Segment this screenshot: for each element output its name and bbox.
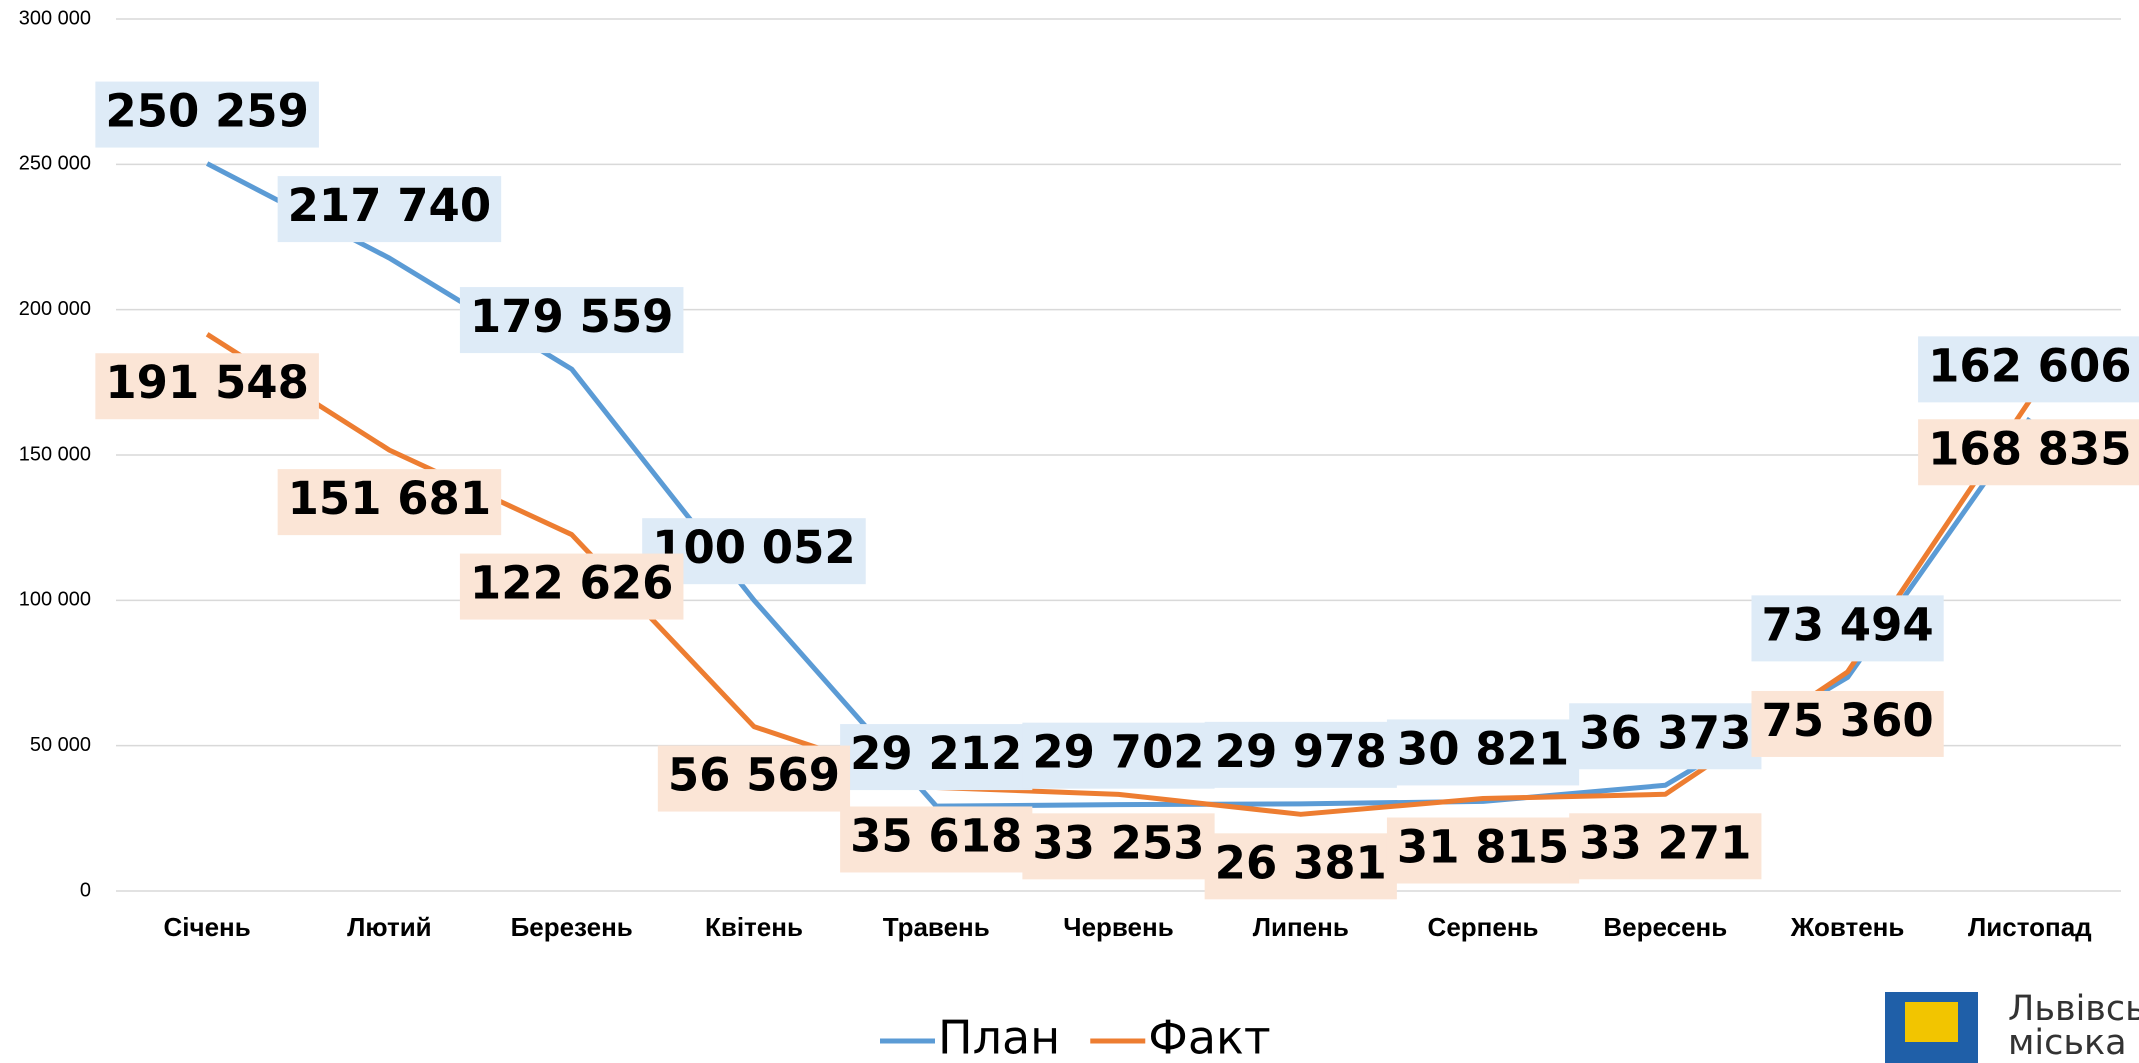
data-label-box xyxy=(1204,721,1397,788)
data-label-box xyxy=(840,806,1033,873)
data-label: 33 253 xyxy=(1032,816,1204,869)
y-tick-label: 0 xyxy=(80,879,91,901)
data-label-box xyxy=(840,724,1033,791)
data-label-box xyxy=(1918,419,2139,486)
x-tick-label: Квітень xyxy=(705,912,803,942)
data-label-box xyxy=(1386,719,1580,786)
x-tick-label: Жовтень xyxy=(1790,912,1905,942)
data-label: 33 271 xyxy=(1579,816,1751,869)
y-tick-label: 250 000 xyxy=(19,153,91,175)
data-label: 26 381 xyxy=(1215,836,1387,889)
data-label-box xyxy=(1022,722,1215,789)
data-label: 73 494 xyxy=(1761,598,1933,651)
data-label-group: 73 494 xyxy=(1751,595,1944,662)
data-label-group: 33 271 xyxy=(1569,813,1762,880)
legend-label: Факт xyxy=(1148,1011,1270,1063)
data-label: 35 618 xyxy=(850,809,1022,862)
data-label-group: 26 381 xyxy=(1204,833,1397,900)
data-label: 217 740 xyxy=(288,179,492,232)
x-tick-label: Січень xyxy=(164,912,251,942)
data-label-box xyxy=(277,469,502,536)
x-tick-label: Травень xyxy=(883,912,990,942)
data-label-group: 29 702 xyxy=(1022,722,1215,789)
logo-castle xyxy=(1905,1002,1958,1042)
data-label-box xyxy=(1386,817,1580,884)
data-label: 29 702 xyxy=(1032,726,1204,779)
data-label-box xyxy=(1751,595,1944,662)
data-label-box xyxy=(459,287,684,354)
logo-text: міська xyxy=(2008,1023,2127,1063)
legend: План Факт xyxy=(880,1011,1271,1063)
data-label-group: 122 626 xyxy=(459,553,684,620)
data-label: 30 821 xyxy=(1397,722,1569,775)
data-label-box xyxy=(1204,833,1397,900)
data-label: 162 606 xyxy=(1928,339,2132,392)
data-label-group: 29 212 xyxy=(840,724,1033,791)
data-label-box xyxy=(1022,813,1215,880)
logo-text: Львівська xyxy=(2008,989,2139,1029)
data-label-box xyxy=(1918,336,2139,403)
data-label-group: 56 569 xyxy=(657,745,851,812)
data-label: 179 559 xyxy=(470,290,674,343)
data-label-group: 162 606 xyxy=(1918,336,2139,403)
data-label-box xyxy=(277,176,502,243)
x-tick-label: Серпень xyxy=(1428,912,1539,942)
data-label: 29 212 xyxy=(850,727,1022,780)
data-label-box xyxy=(657,745,851,812)
x-tick-label: Лютий xyxy=(347,912,432,942)
data-label-group: 75 360 xyxy=(1751,690,1944,757)
data-label-group: 36 373 xyxy=(1569,703,1762,770)
data-label: 75 360 xyxy=(1761,694,1933,747)
y-tick-label: 300 000 xyxy=(19,7,91,29)
y-tick-label: 150 000 xyxy=(19,443,91,465)
data-label-group: 30 821 xyxy=(1386,719,1580,786)
data-label-group: 250 259 xyxy=(95,81,319,148)
data-label-group: 29 978 xyxy=(1204,721,1397,788)
x-tick-label: Липень xyxy=(1253,912,1349,942)
data-label-group: 191 548 xyxy=(95,353,319,420)
logo: Львівська міська xyxy=(1885,989,2139,1063)
data-label: 250 259 xyxy=(105,85,309,138)
y-tick-label: 100 000 xyxy=(19,589,91,611)
data-label-box xyxy=(1569,703,1762,770)
data-label: 191 548 xyxy=(105,356,309,409)
data-label-box xyxy=(459,553,684,620)
x-tick-label: Листопад xyxy=(1968,912,2092,942)
data-label-group: 179 559 xyxy=(459,287,684,354)
data-label-box xyxy=(1569,813,1762,880)
data-label: 122 626 xyxy=(470,557,674,610)
data-label: 151 681 xyxy=(288,472,492,525)
data-label: 56 569 xyxy=(668,749,840,802)
x-tick-label: Березень xyxy=(511,912,633,942)
data-label-group: 168 835 xyxy=(1918,419,2139,486)
legend-label: План xyxy=(938,1011,1060,1063)
data-label: 168 835 xyxy=(1928,422,2132,475)
y-tick-label: 200 000 xyxy=(19,298,91,320)
data-label: 31 815 xyxy=(1397,821,1569,874)
x-tick-label: Червень xyxy=(1063,912,1173,942)
data-label-group: 31 815 xyxy=(1386,817,1580,884)
data-label-box xyxy=(1751,690,1944,757)
data-label-box xyxy=(95,81,319,148)
data-label: 36 373 xyxy=(1579,706,1751,759)
x-tick-label: Вересень xyxy=(1603,912,1727,942)
data-label-group: 151 681 xyxy=(277,469,502,536)
data-label: 29 978 xyxy=(1215,725,1387,778)
data-label-group: 33 253 xyxy=(1022,813,1215,880)
data-label-group: 217 740 xyxy=(277,176,502,243)
data-label-group: 35 618 xyxy=(840,806,1033,873)
data-label: 100 052 xyxy=(652,521,856,574)
y-tick-label: 50 000 xyxy=(30,734,91,756)
data-label-box xyxy=(95,353,319,420)
